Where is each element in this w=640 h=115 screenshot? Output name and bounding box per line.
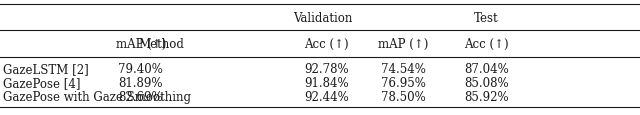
Text: GazePose [4]: GazePose [4] [3,76,81,89]
Text: 87.04%: 87.04% [464,63,509,75]
Text: 92.78%: 92.78% [304,63,349,75]
Text: 91.84%: 91.84% [304,76,349,89]
Text: mAP (↑): mAP (↑) [116,38,166,51]
Text: 85.92%: 85.92% [464,90,509,103]
Text: Method: Method [139,38,184,51]
Text: GazeLSTM [2]: GazeLSTM [2] [3,63,89,75]
Text: Test: Test [474,12,499,25]
Text: Validation: Validation [294,12,353,25]
Text: 74.54%: 74.54% [381,63,426,75]
Text: 81.89%: 81.89% [118,76,163,89]
Text: 85.08%: 85.08% [464,76,509,89]
Text: 78.50%: 78.50% [381,90,426,103]
Text: 76.95%: 76.95% [381,76,426,89]
Text: mAP (↑): mAP (↑) [378,38,428,51]
Text: Acc (↑): Acc (↑) [464,38,509,51]
Text: 92.44%: 92.44% [304,90,349,103]
Text: 79.40%: 79.40% [118,63,163,75]
Text: 82.69%: 82.69% [118,90,163,103]
Text: GazePose with Gaze Smoothing: GazePose with Gaze Smoothing [3,90,191,103]
Text: Acc (↑): Acc (↑) [304,38,349,51]
